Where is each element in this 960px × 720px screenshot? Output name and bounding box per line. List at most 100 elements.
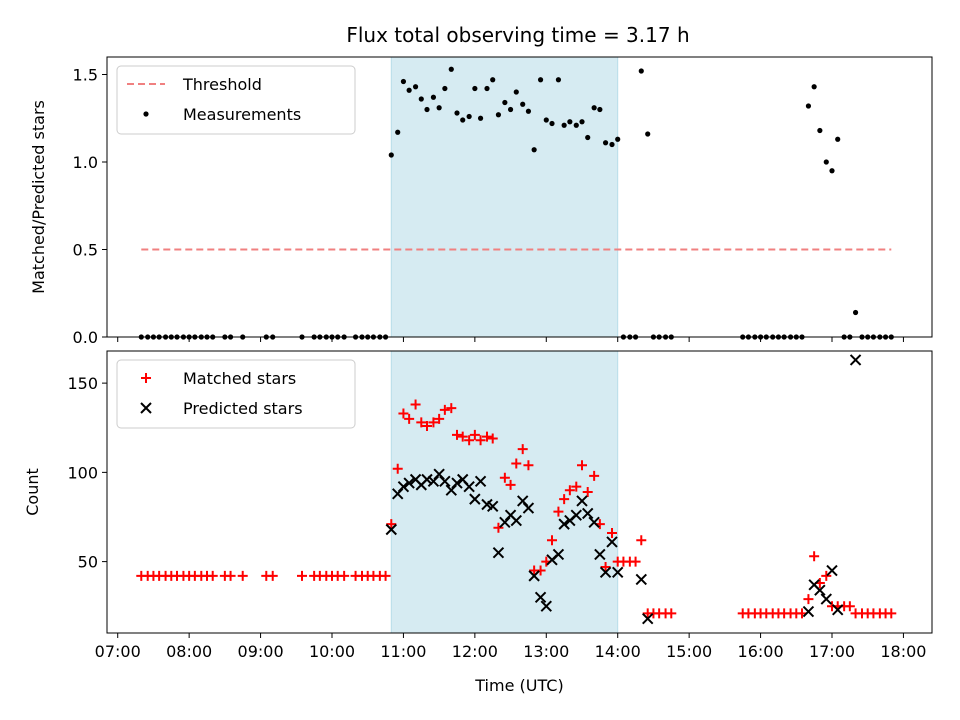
matched-star-point [803,594,814,605]
predicted-star-point [576,495,588,507]
matched-star-point [511,458,522,469]
matched-star-point [225,570,236,581]
measurement-point [406,87,412,93]
predicted-star-point [826,564,838,577]
measurement-point [549,120,555,127]
predicted-star-point [469,493,481,505]
x-tick-label: 09:00 [238,642,284,661]
measurement-point [513,89,519,95]
matched-star-point [410,399,421,410]
matched-star-point [607,528,617,539]
measurement-point [537,77,544,83]
count-panel: 50 100 150 07:00 08:00 09:00 10:00 11:00 12:00 13… [23,350,933,695]
x-tick-label: 13:00 [523,642,569,661]
predicted-star-point [814,584,826,596]
predicted-star-point [642,613,654,625]
measurement-point [388,152,394,158]
matched-star-point [577,460,587,471]
matched-star-point [339,570,350,581]
measurement-point [591,105,597,111]
matched-star-point [600,561,611,572]
legend: Threshold Measurements [116,65,356,135]
predicted-star-point [599,566,612,579]
matched-star-point [547,535,557,546]
predicted-star-point [451,477,463,489]
measurement-point [495,112,502,118]
measurement-point [477,115,484,121]
predicted-star-point [487,500,499,512]
predicted-star-point [540,600,552,612]
measurement-point [567,119,573,125]
matched-star-point [571,481,582,492]
measurement-point [597,106,603,113]
measurement-point [835,136,841,142]
measurement-point [448,66,454,72]
measurement-point [573,122,579,128]
matched-star-point [559,494,570,505]
matched-star-point [398,408,409,419]
measurement-point [412,84,419,90]
matched-star-point [844,601,855,612]
matched-star-point [666,608,677,619]
predicted-star-point [439,475,451,487]
predicted-star-point [606,536,618,548]
axes-frame [106,56,933,338]
predicted-star-point [534,591,547,604]
matched-star-point [821,570,832,581]
x-tick-label: 14:00 [595,642,641,661]
measurement-point [460,117,466,123]
x-tick-label: 10:00 [309,642,355,661]
y-tick-label: 100 [67,463,98,482]
legend-threshold-label: Threshold [182,75,262,94]
y-tick-label: 0.5 [73,241,98,260]
matched-star-point [630,556,641,567]
matched-star-point [499,472,510,483]
matched-star-point [482,431,492,442]
x-tick-label: 17:00 [809,642,855,661]
matched-star-point [428,417,439,428]
predicted-star-point [463,480,475,493]
x-tick-label: 12:00 [452,642,498,661]
predicted-star-point [517,495,529,507]
matched-star-point [582,487,593,497]
measurement-point [615,136,621,142]
measurement-point [555,77,562,83]
matched-star-point [475,435,486,446]
predicted-star-point [588,516,600,529]
predicted-star-point [612,566,624,579]
predicted-star-point [427,475,440,487]
legend-predicted-label: Predicted stars [183,399,303,418]
matched-star-point [564,485,575,496]
x-tick-label: 15:00 [666,642,712,661]
legend-predicted-swatch [140,402,152,414]
x-axis-label: Time (UTC) [474,676,563,695]
predicted-star-point [397,480,410,493]
matched-star-point [505,479,516,490]
measurement-point [638,68,644,74]
chart-title: Flux total observing time = 3.17 h [346,23,689,47]
matched-star-point [886,608,897,619]
y-axis-label: Count [23,468,42,516]
matched-star-point [434,413,445,424]
measurement-point [525,108,532,114]
x-tick-label: 18:00 [880,642,926,661]
matched-star-point [553,506,564,517]
matched-star-point [380,570,391,581]
predicted-star-point [552,548,565,561]
measurement-point [829,168,835,174]
y-tick-label: 1.0 [73,153,98,172]
predicted-star-point [522,502,535,514]
predicted-star-point [594,548,606,561]
matched-star-point [809,551,820,562]
y-tick-label: 0.0 [73,328,98,347]
matched-star-point [237,570,248,581]
predicted-star-point [849,354,862,366]
observing-window-span [390,56,619,338]
matched-star-point [297,570,307,581]
matched-star-point [404,413,415,424]
matched-star-point [464,435,475,446]
matched-star-point [439,404,450,415]
measurement-point [520,101,526,107]
predicted-star-point [802,605,815,618]
measurement-point [424,106,430,113]
